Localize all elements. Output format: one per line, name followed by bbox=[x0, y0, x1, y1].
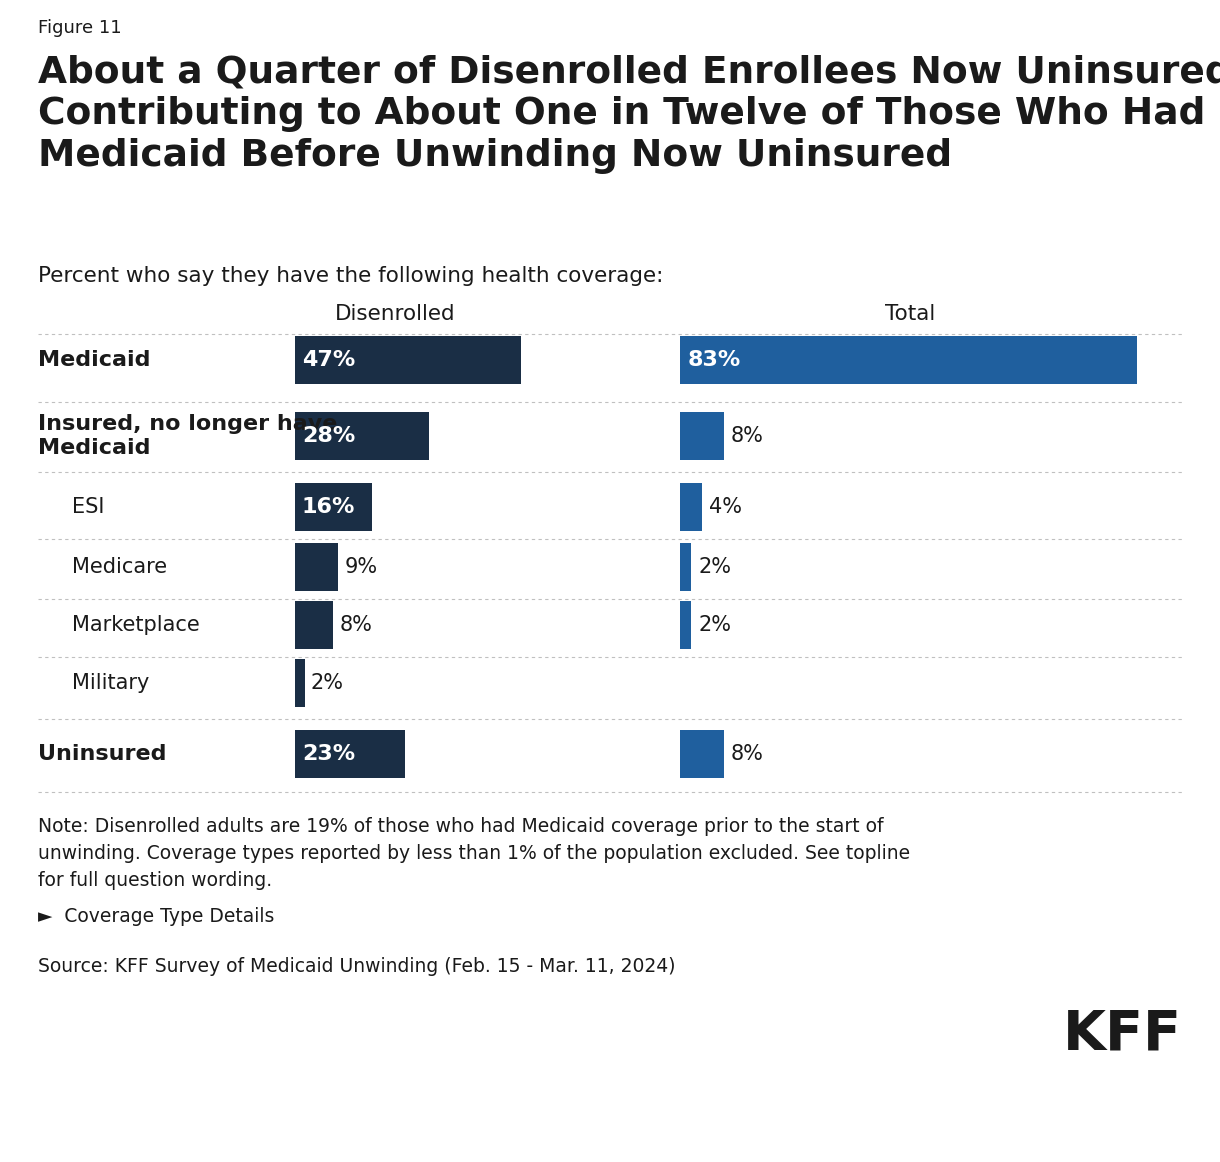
Bar bbox=[295, 659, 305, 706]
Text: 16%: 16% bbox=[303, 497, 355, 517]
Text: 2%: 2% bbox=[698, 615, 731, 634]
Text: KFF: KFF bbox=[1063, 1007, 1182, 1061]
Text: Military: Military bbox=[72, 673, 149, 693]
Text: Uninsured: Uninsured bbox=[38, 744, 166, 763]
Text: About a Quarter of Disenrolled Enrollees Now Uninsured,
Contributing to About On: About a Quarter of Disenrolled Enrollees… bbox=[38, 53, 1220, 174]
Bar bbox=[295, 483, 372, 531]
Text: Figure 11: Figure 11 bbox=[38, 19, 122, 37]
Text: 83%: 83% bbox=[688, 350, 742, 370]
Text: 8%: 8% bbox=[731, 426, 764, 446]
Bar bbox=[680, 483, 702, 531]
Text: Disenrolled: Disenrolled bbox=[334, 304, 455, 324]
Text: 4%: 4% bbox=[709, 497, 742, 517]
Bar bbox=[295, 730, 405, 779]
Text: Total: Total bbox=[884, 304, 935, 324]
Text: 2%: 2% bbox=[311, 673, 344, 693]
Bar bbox=[680, 413, 723, 460]
Bar bbox=[295, 601, 333, 650]
Text: 8%: 8% bbox=[731, 744, 764, 763]
Text: 28%: 28% bbox=[303, 426, 355, 446]
Bar bbox=[295, 413, 429, 460]
Text: Medicaid: Medicaid bbox=[38, 350, 150, 370]
Text: 23%: 23% bbox=[303, 744, 355, 763]
Bar bbox=[680, 730, 723, 779]
Text: Marketplace: Marketplace bbox=[72, 615, 200, 634]
Bar bbox=[295, 543, 338, 591]
Bar bbox=[680, 601, 691, 650]
Text: Insured, no longer have
Medicaid: Insured, no longer have Medicaid bbox=[38, 415, 338, 458]
Text: Note: Disenrolled adults are 19% of those who had Medicaid coverage prior to the: Note: Disenrolled adults are 19% of thos… bbox=[38, 817, 910, 890]
Text: ►  Coverage Type Details: ► Coverage Type Details bbox=[38, 908, 274, 926]
Bar bbox=[295, 336, 521, 383]
Bar bbox=[680, 336, 1137, 383]
Text: 47%: 47% bbox=[303, 350, 355, 370]
Text: Source: KFF Survey of Medicaid Unwinding (Feb. 15 - Mar. 11, 2024): Source: KFF Survey of Medicaid Unwinding… bbox=[38, 957, 676, 976]
Text: 2%: 2% bbox=[698, 557, 731, 578]
Text: Medicare: Medicare bbox=[72, 557, 167, 578]
Text: Percent who say they have the following health coverage:: Percent who say they have the following … bbox=[38, 266, 664, 286]
Text: 9%: 9% bbox=[344, 557, 377, 578]
Text: ESI: ESI bbox=[72, 497, 105, 517]
Bar bbox=[680, 543, 691, 591]
Text: 8%: 8% bbox=[339, 615, 372, 634]
